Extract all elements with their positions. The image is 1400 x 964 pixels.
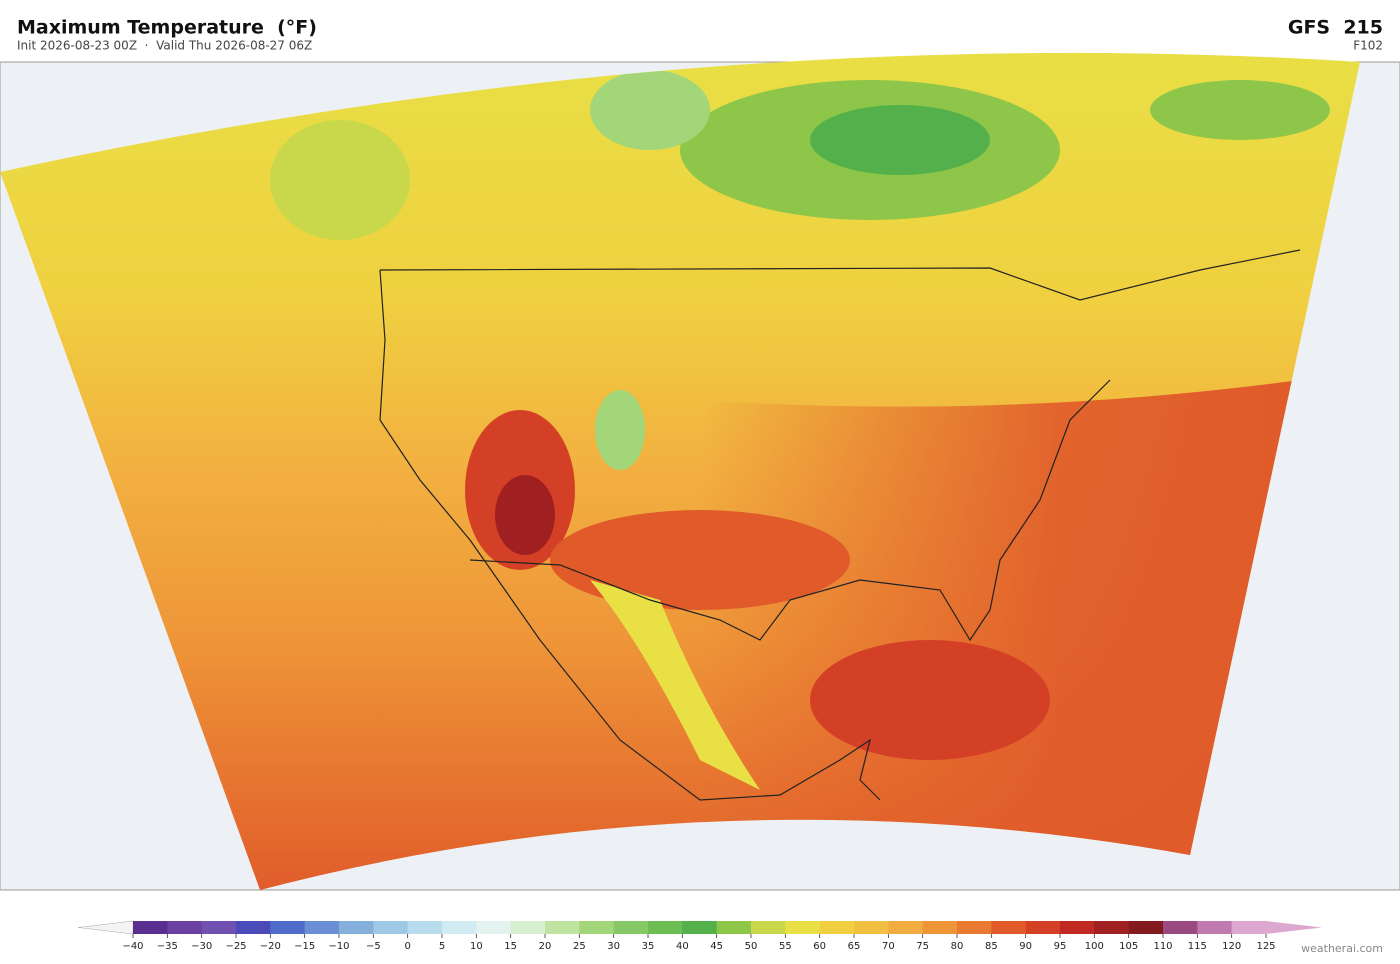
colorbar-tick-label: −10 — [328, 941, 349, 952]
colorbar-segment — [819, 921, 855, 934]
colorbar-segment — [442, 921, 477, 934]
colorbar-tick-label: 20 — [539, 941, 552, 952]
colorbar-tick-label: 10 — [470, 941, 483, 952]
colorbar-segment — [785, 921, 820, 934]
colorbar-segment — [545, 921, 580, 934]
colorbar-tick-label: −5 — [366, 941, 381, 952]
colorbar-tick-label: 45 — [710, 941, 723, 952]
colorbar-tick-label: −25 — [225, 941, 246, 952]
colorbar-tick-label: 120 — [1222, 941, 1241, 952]
colorbar-segment — [888, 921, 923, 934]
colorbar-segment — [373, 921, 408, 934]
colorbar-tick-label: −35 — [157, 941, 178, 952]
colorbar-segment — [1231, 921, 1267, 934]
colorbar-segment — [579, 921, 614, 934]
colorbar-extend-low — [77, 920, 134, 935]
colorbar-segment — [133, 921, 168, 934]
colorbar-tick-label: 115 — [1188, 941, 1207, 952]
colorbar-segment — [648, 921, 683, 934]
colorbar-tick-label: 55 — [779, 941, 792, 952]
colorbar-extend-high — [1266, 921, 1322, 934]
colorbar-segment — [304, 921, 340, 934]
colorbar-tick-label: 25 — [573, 941, 586, 952]
colorbar-tick-label: 125 — [1256, 941, 1275, 952]
colorbar-tick-label: 105 — [1119, 941, 1138, 952]
colorbar-segment — [236, 921, 271, 934]
colorbar-segment — [476, 921, 511, 934]
colorbar-tick-label: 30 — [607, 941, 620, 952]
colorbar-tick-label: 75 — [916, 941, 929, 952]
colorbar-segment — [407, 921, 443, 934]
colorbar-segment — [682, 921, 717, 934]
colorbar-segment — [201, 921, 237, 934]
credit: weatherai.com — [1301, 942, 1383, 955]
colorbar-tick-label: 40 — [676, 941, 689, 952]
colorbar-segment — [716, 921, 752, 934]
colorbar-segment — [1025, 921, 1061, 934]
colorbar-tick-label: 70 — [882, 941, 895, 952]
colorbar-tick-label: 0 — [404, 941, 410, 952]
colorbar-tick-label: 110 — [1153, 941, 1172, 952]
colorbar-tick-label: 85 — [985, 941, 998, 952]
colorbar-segment — [270, 921, 305, 934]
colorbar-tick-label: 90 — [1019, 941, 1032, 952]
colorbar-tick-label: 50 — [745, 941, 758, 952]
colorbar-tick-label: −15 — [294, 941, 315, 952]
colorbar-tick-label: 60 — [813, 941, 826, 952]
colorbar-segment — [751, 921, 786, 934]
colorbar-segment — [991, 921, 1026, 934]
forecast-hour: F102 — [1353, 39, 1383, 53]
coastlines — [379, 249, 1301, 801]
colorbar-segment — [167, 921, 202, 934]
subtitle: Init 2026-08-23 00Z · Valid Thu 2026-08-… — [17, 39, 312, 53]
colorbar-segment — [613, 921, 649, 934]
colorbar-tick-label: −40 — [122, 941, 143, 952]
colorbar-segment — [1197, 921, 1232, 934]
temperature-field — [0, 52, 1360, 890]
colorbar-tick-label: −20 — [260, 941, 281, 952]
colorbar-segment — [1094, 921, 1129, 934]
colorbar-tick-label: −30 — [191, 941, 212, 952]
colorbar-tick-label: 80 — [951, 941, 964, 952]
colorbar-tick-label: 65 — [848, 941, 861, 952]
colorbar-segment — [922, 921, 958, 934]
colorbar-segment — [1128, 921, 1164, 934]
colorbar-tick-label: 95 — [1054, 941, 1067, 952]
colorbar: −40 −35 −30 −25 −20 −15 −10 −5 0 5 10 15 20 25 30 35 40 4… — [77, 920, 1322, 952]
title: Maximum Temperature (°F) — [17, 17, 317, 39]
model: GFS 215 — [1288, 17, 1383, 39]
map — [0, 52, 1400, 891]
colorbar-tick-label: 5 — [439, 941, 445, 952]
colorbar-segment — [339, 921, 374, 934]
colorbar-tick-label: 15 — [504, 941, 517, 952]
colorbar-tick-label: 35 — [642, 941, 655, 952]
colorbar-segment — [957, 921, 992, 934]
colorbar-segment — [510, 921, 546, 934]
colorbar-segment — [1163, 921, 1198, 934]
colorbar-tick-label: 100 — [1085, 941, 1104, 952]
colorbar-segment — [1060, 921, 1095, 934]
colorbar-segment — [854, 921, 889, 934]
